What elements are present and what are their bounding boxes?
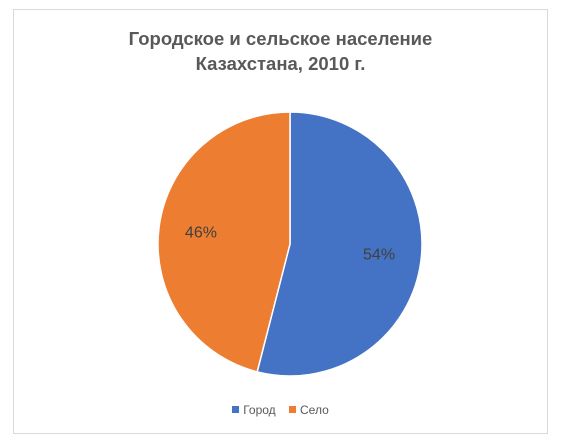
chart-title-line-1: Городское и сельское население (128, 28, 433, 49)
legend-swatch-selo (289, 406, 297, 414)
legend-label-gorod: Город (243, 403, 276, 417)
legend-item-selo: Село (289, 403, 329, 417)
pie-label-gorod: 54% (363, 247, 395, 264)
chart-title: Городское и сельское население Казахстан… (14, 26, 547, 76)
legend-label-selo: Село (300, 403, 329, 417)
chart-frame: Городское и сельское население Казахстан… (13, 9, 548, 434)
chart-title-line-2: Казахстана, 2010 г. (195, 53, 366, 74)
pie-slice-selo (157, 111, 291, 373)
legend: Город Село (14, 403, 547, 417)
pie-label-selo: 46% (185, 224, 217, 241)
legend-item-gorod: Город (232, 403, 276, 417)
pie-chart: 54% 46% (157, 111, 423, 377)
legend-swatch-gorod (232, 406, 240, 414)
pie-slice-gorod (256, 111, 423, 377)
